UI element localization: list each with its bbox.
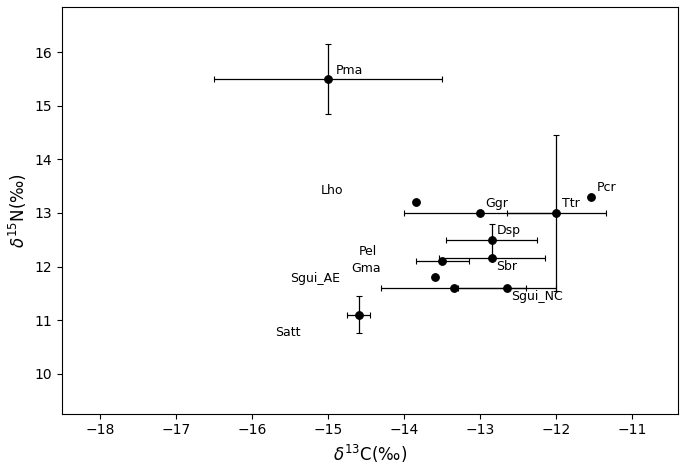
Text: Pel: Pel xyxy=(359,245,377,259)
Text: Sgui_AE: Sgui_AE xyxy=(290,272,340,285)
Text: Sgui_NC: Sgui_NC xyxy=(512,290,563,303)
Text: Ttr: Ttr xyxy=(562,197,580,211)
Y-axis label: $\delta^{15}$N(‰): $\delta^{15}$N(‰) xyxy=(7,173,29,248)
Text: Pma: Pma xyxy=(336,64,363,76)
Text: Pcr: Pcr xyxy=(597,181,616,194)
Text: Gma: Gma xyxy=(351,261,381,275)
X-axis label: $\delta^{13}$C(‰): $\delta^{13}$C(‰) xyxy=(333,443,407,465)
Text: Ggr: Ggr xyxy=(485,197,508,210)
Text: Dsp: Dsp xyxy=(497,224,521,237)
Text: Sbr: Sbr xyxy=(497,261,517,273)
Text: Satt: Satt xyxy=(275,326,301,339)
Text: Lho: Lho xyxy=(321,184,343,197)
